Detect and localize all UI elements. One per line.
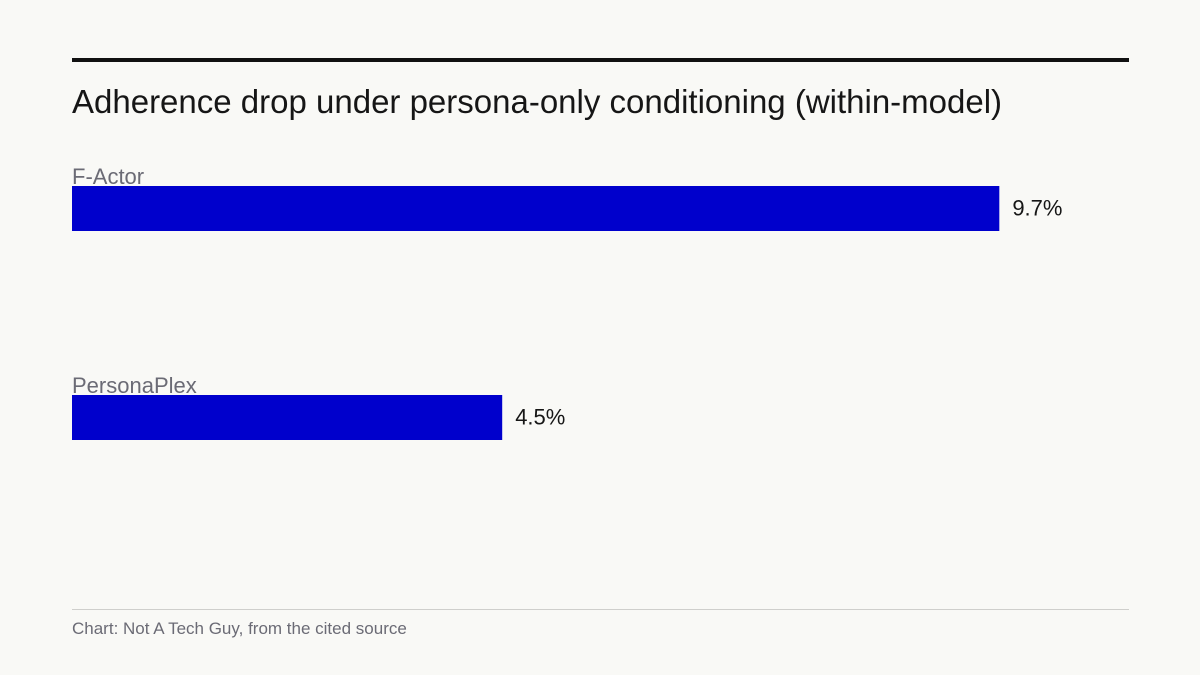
value-label-personaplex: 4.5% [515,404,565,429]
value-label-f-actor: 9.7% [1012,195,1062,220]
source-note: Chart: Not A Tech Guy, from the cited so… [72,619,407,638]
category-label-personaplex: PersonaPlex [72,373,197,398]
bottom-rule [72,609,1129,610]
bar-personaplex [72,395,503,440]
top-rule [72,58,1129,62]
category-label-f-actor: F-Actor [72,164,144,189]
bar-f-actor [72,186,1000,231]
chart-title: Adherence drop under persona-only condit… [72,83,1003,120]
